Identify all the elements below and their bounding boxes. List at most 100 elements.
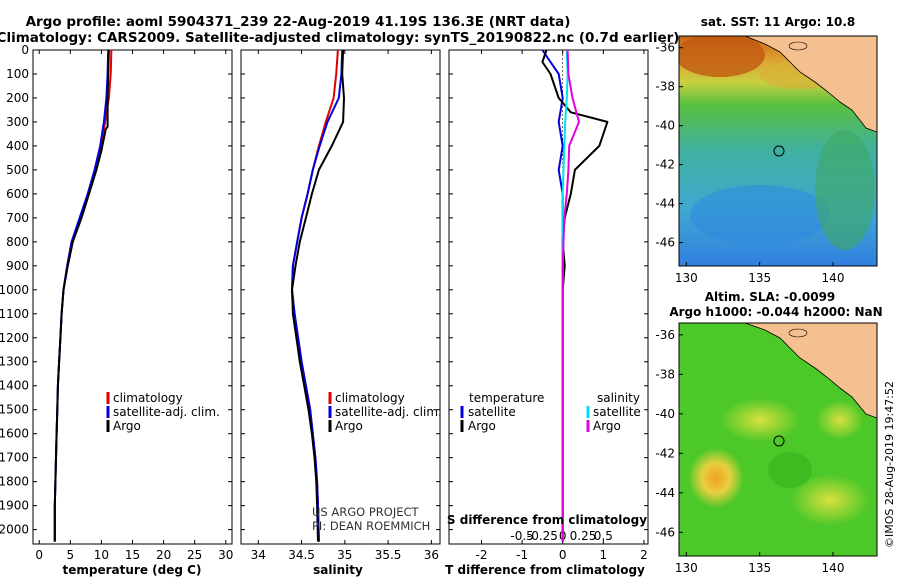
depth-tick-label: 1500 — [0, 403, 29, 417]
x-tick-label: 2 — [640, 548, 648, 562]
land-mass — [744, 36, 877, 133]
sst-green-patch — [815, 130, 875, 250]
series-line-satellite-adj-clim- — [291, 49, 344, 542]
map-y-tick-label: -38 — [655, 80, 675, 94]
map-y-tick-label: -40 — [655, 119, 675, 133]
argo-location-marker — [773, 435, 785, 447]
sst-map — [679, 36, 877, 266]
s-tick-label: -0.25 — [527, 529, 558, 543]
map-y-tick-label: -38 — [655, 367, 675, 381]
sla-map-subtitle: Argo h1000: -0.044 h2000: NaN — [669, 305, 882, 319]
map-x-tick-label: 135 — [748, 561, 771, 575]
credit-line-2: PI: DEAN ROEMMICH — [312, 519, 430, 533]
x-tick-label: 15 — [125, 548, 140, 562]
temperature-legend: climatology satellite-adj. clim. Argo — [106, 391, 220, 433]
temperature-chart: 0 5 10 15 20 25 30 — [33, 49, 233, 562]
legend-label-satellite: satellite-adj. clim. — [335, 405, 442, 419]
map-x-tick-label: 140 — [822, 271, 845, 285]
depth-tick-label: 1200 — [0, 331, 29, 345]
x-tick-label: 30 — [218, 548, 233, 562]
x-tick-label: 0 — [559, 548, 567, 562]
depth-tick-label: 900 — [6, 259, 29, 273]
credit-line-1: US ARGO PROJECT — [312, 505, 420, 519]
depth-tick-label: 1400 — [0, 379, 29, 393]
argo-location-marker — [773, 145, 785, 157]
depth-tick-label: 0 — [21, 43, 29, 57]
sla-map-axes: 130 135 140 -36 -38 -40 -42 -44 -46 — [655, 328, 844, 575]
depth-tick-label: 400 — [6, 139, 29, 153]
x-tick-label: 34.5 — [288, 548, 315, 562]
depth-tick-label: 700 — [6, 211, 29, 225]
map-y-tick-label: -44 — [655, 197, 675, 211]
map-x-tick-label: 135 — [748, 271, 771, 285]
salinity-panel-frame — [240, 49, 441, 545]
depth-tick-label: 1000 — [0, 283, 29, 297]
s-tick-label: 0.5 — [594, 529, 613, 543]
map-y-tick-label: -36 — [655, 328, 675, 342]
sla-low-patch — [768, 452, 812, 488]
map-y-tick-label: -36 — [655, 41, 675, 55]
depth-tick-label: 1700 — [0, 451, 29, 465]
difference-panel-frame — [448, 49, 649, 545]
salinity-axis-label: salinity — [313, 563, 363, 577]
sla-anomaly-blob — [688, 448, 744, 508]
difference-chart: -2 -1 0 1 2-0.5-0.25 0 0.250.5 — [449, 49, 648, 562]
series-line-t-argo — [541, 49, 609, 542]
legend-label-climatology: climatology — [335, 391, 405, 405]
depth-tick-label: 1600 — [0, 427, 29, 441]
sla-map-title: Altim. SLA: -0.0099 — [705, 290, 836, 304]
x-tick-label: 36 — [424, 548, 439, 562]
t-difference-axis-label: T difference from climatology — [445, 563, 645, 577]
x-tick-label: 5 — [66, 548, 74, 562]
legend-label-argo: Argo — [113, 419, 141, 433]
s-tick-label: 0.25 — [570, 529, 597, 543]
x-tick-label: 0 — [35, 548, 43, 562]
x-tick-label: 25 — [187, 548, 202, 562]
depth-tick-label: 1300 — [0, 355, 29, 369]
map-y-tick-label: -46 — [655, 525, 675, 539]
sla-anomaly-blob — [790, 474, 870, 526]
x-tick-label: 1 — [600, 548, 608, 562]
x-tick-label: 10 — [94, 548, 109, 562]
depth-axis: 0 100 200 300 400 500 600 700 800 900 1000 1100 1200… — [0, 43, 29, 537]
difference-legend: temperature satellite Argo salinity sate… — [460, 391, 641, 433]
salinity-chart: 34 34.5 35 35.5 36 — [241, 49, 440, 562]
x-tick-label: 34 — [251, 548, 266, 562]
depth-tick-label: 800 — [6, 235, 29, 249]
map-x-tick-label: 140 — [822, 561, 845, 575]
map-y-tick-label: -40 — [655, 407, 675, 421]
imos-stamp: ©IMOS 28-Aug-2019 19:47:52 — [883, 381, 896, 548]
legend-label-climatology: climatology — [113, 391, 183, 405]
depth-tick-label: 200 — [6, 91, 29, 105]
legend-label-t-satellite: satellite — [468, 405, 516, 419]
legend-label-satellite: satellite-adj. clim. — [113, 405, 220, 419]
series-line-s-argo — [561, 49, 580, 542]
sst-map-title: sat. SST: 11 Argo: 10.8 — [701, 15, 855, 29]
sst-cool-patch — [690, 185, 830, 245]
depth-tick-label: 1900 — [0, 499, 29, 513]
salinity-legend: climatology satellite-adj. clim. Argo — [328, 391, 442, 433]
depth-tick-label: 1800 — [0, 475, 29, 489]
sla-anomaly-blob — [720, 398, 800, 442]
series-line-t-satellite — [541, 49, 564, 542]
x-tick-label: 20 — [156, 548, 171, 562]
depth-tick-label: 1100 — [0, 307, 29, 321]
series-line-argo — [53, 49, 110, 542]
land-mass — [744, 323, 877, 419]
sst-map-frame — [678, 35, 878, 267]
depth-tick-label: 100 — [6, 67, 29, 81]
sla-map-frame — [678, 322, 878, 557]
series-line-argo — [291, 49, 345, 542]
depth-tick-label: 600 — [6, 187, 29, 201]
depth-tick-label: 300 — [6, 115, 29, 129]
sla-anomaly-blob — [816, 400, 864, 440]
map-y-tick-label: -46 — [655, 236, 675, 250]
x-tick-label: -1 — [516, 548, 528, 562]
island — [788, 328, 808, 338]
x-tick-label: -2 — [476, 548, 488, 562]
depth-tick-label: 500 — [6, 163, 29, 177]
sst-map-axes: 130 135 140 -36 -38 -40 -42 -44 -46 — [655, 41, 844, 285]
map-y-tick-label: -44 — [655, 486, 675, 500]
title-line-2: Climatology: CARS2009. Satellite-adjuste… — [0, 30, 679, 46]
